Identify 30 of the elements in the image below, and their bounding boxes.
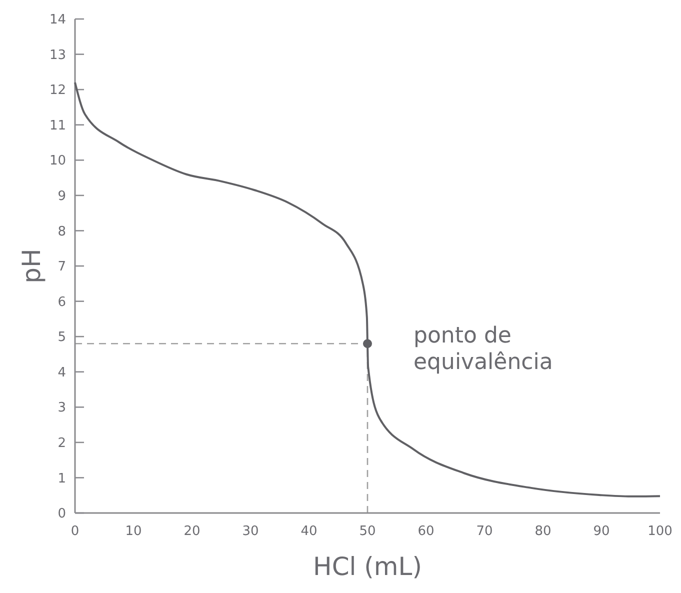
y-tick-label: 7	[58, 260, 66, 275]
y-tick-label: 10	[49, 154, 66, 169]
y-tick-label: 12	[49, 83, 66, 98]
annotation: ponto de equivalência	[414, 324, 553, 375]
x-tick-label: 60	[418, 524, 434, 539]
y-tick-label: 8	[58, 224, 66, 240]
x-tick-label: 100	[648, 524, 672, 539]
y-tick-label: 2	[58, 436, 66, 451]
x-tick-label: 0	[70, 524, 80, 539]
y-tick-label: 0	[58, 506, 66, 522]
y-tick-label: 4	[58, 365, 66, 380]
y-axis-title: pH	[17, 248, 46, 284]
y-tick-label: 1	[58, 471, 66, 486]
y-tick-label: 14	[49, 12, 66, 28]
x-tick-label: 40	[300, 524, 318, 539]
x-tick-label: 30	[242, 524, 259, 539]
y-tick-label: 3	[58, 400, 66, 416]
y-tick-label: 13	[49, 48, 66, 63]
y-tick-label: 11	[49, 118, 66, 134]
x-tick-label: 50	[359, 524, 376, 539]
y-tick-label: 6	[58, 294, 66, 310]
x-tick-label: 90	[593, 524, 610, 539]
x-tick-label: 10	[125, 524, 142, 539]
y-tick-label: 5	[58, 330, 66, 346]
line-series	[74, 82, 661, 498]
x-tick-label: 20	[184, 524, 200, 539]
y-tick-label: 9	[58, 188, 66, 204]
x-tick-label: 70	[476, 524, 493, 539]
x-tick-label: 80	[534, 524, 552, 539]
x-axis-title: HCl (mL)	[313, 552, 422, 581]
